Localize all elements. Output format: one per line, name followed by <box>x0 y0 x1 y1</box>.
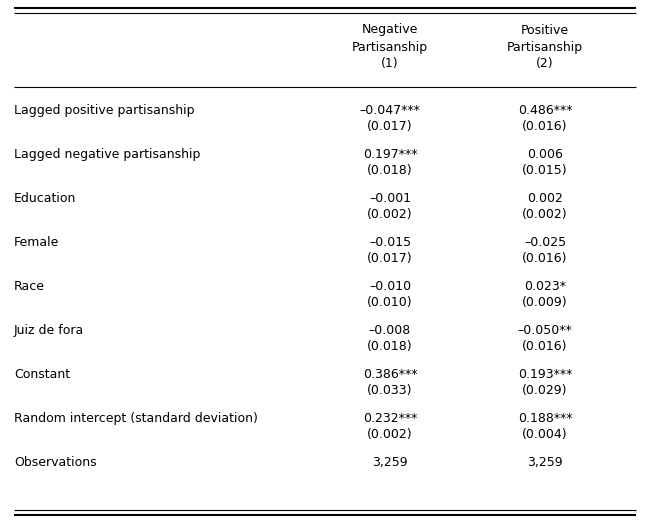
Text: (0.018): (0.018) <box>367 164 413 177</box>
Text: (0.016): (0.016) <box>522 340 568 353</box>
Text: 0.232***: 0.232*** <box>363 412 417 425</box>
Text: (0.017): (0.017) <box>367 252 413 265</box>
Text: 3,259: 3,259 <box>527 456 563 469</box>
Text: 0.486***: 0.486*** <box>517 104 572 117</box>
Text: (0.010): (0.010) <box>367 296 413 309</box>
Text: Observations: Observations <box>14 456 97 469</box>
Text: (0.004): (0.004) <box>522 428 568 441</box>
Text: (0.002): (0.002) <box>522 208 568 221</box>
Text: 0.193***: 0.193*** <box>518 368 572 381</box>
Text: Race: Race <box>14 280 45 293</box>
Text: Constant: Constant <box>14 368 70 381</box>
Text: 0.188***: 0.188*** <box>517 412 572 425</box>
Text: 0.023*: 0.023* <box>524 280 566 293</box>
Text: Lagged negative partisanship: Lagged negative partisanship <box>14 148 200 161</box>
Text: Negative
Partisanship
(1): Negative Partisanship (1) <box>352 23 428 70</box>
Text: –0.010: –0.010 <box>369 280 411 293</box>
Text: (0.009): (0.009) <box>522 296 568 309</box>
Text: (0.017): (0.017) <box>367 120 413 133</box>
Text: 0.002: 0.002 <box>527 192 563 205</box>
Text: –0.047***: –0.047*** <box>360 104 421 117</box>
Text: (0.033): (0.033) <box>367 384 413 397</box>
Text: –0.025: –0.025 <box>524 236 566 249</box>
Text: (0.015): (0.015) <box>522 164 568 177</box>
Text: Female: Female <box>14 236 59 249</box>
Text: Positive
Partisanship
(2): Positive Partisanship (2) <box>507 23 583 70</box>
Text: –0.001: –0.001 <box>369 192 411 205</box>
Text: (0.018): (0.018) <box>367 340 413 353</box>
Text: Juiz de fora: Juiz de fora <box>14 324 84 337</box>
Text: 0.006: 0.006 <box>527 148 563 161</box>
Text: Lagged positive partisanship: Lagged positive partisanship <box>14 104 194 117</box>
Text: (0.002): (0.002) <box>367 428 413 441</box>
Text: –0.015: –0.015 <box>369 236 411 249</box>
Text: (0.016): (0.016) <box>522 120 568 133</box>
Text: –0.050**: –0.050** <box>517 324 572 337</box>
Text: (0.002): (0.002) <box>367 208 413 221</box>
Text: (0.029): (0.029) <box>522 384 568 397</box>
Text: 0.197***: 0.197*** <box>363 148 417 161</box>
Text: –0.008: –0.008 <box>369 324 411 337</box>
Text: Education: Education <box>14 192 76 205</box>
Text: (0.016): (0.016) <box>522 252 568 265</box>
Text: Random intercept (standard deviation): Random intercept (standard deviation) <box>14 412 258 425</box>
Text: 0.386***: 0.386*** <box>363 368 417 381</box>
Text: 3,259: 3,259 <box>372 456 408 469</box>
